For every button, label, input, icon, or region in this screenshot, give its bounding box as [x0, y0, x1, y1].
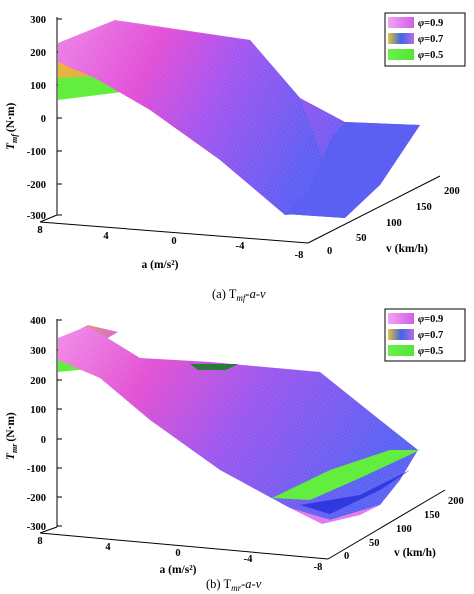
chart-b-axes	[39, 319, 446, 560]
chart-a-legend-item: φ=0.7	[418, 34, 443, 45]
chart-b-surface-band	[190, 364, 238, 370]
chart-b-legend: φ=0.9 φ=0.7 φ=0.5	[384, 308, 466, 362]
chart-a-atick: -4	[236, 241, 245, 252]
chart-a-legend-swatch-05	[388, 49, 414, 60]
chart-a-ztick: -200	[27, 180, 46, 191]
chart-b-vtick: 100	[396, 524, 412, 535]
chart-a-legend: φ=0.9 φ=0.7 φ=0.5	[384, 12, 466, 67]
chart-a-legend-swatch-09	[388, 17, 414, 28]
chart-a-ztick: -300	[27, 211, 46, 222]
chart-a-legend-swatch-07	[388, 33, 414, 44]
chart-a-ztick: 200	[30, 48, 46, 59]
chart-b-surface-phi05-tail	[272, 450, 420, 500]
chart-a: 300 200 100 0 -100 -200 -300 Tmf(N·m) 8 …	[5, 12, 466, 303]
chart-a-vtick: 150	[416, 202, 432, 213]
chart-b-aticks: 8 4 0 -4 -8	[37, 536, 322, 573]
chart-a-vtick: 0	[327, 246, 332, 257]
chart-b-ztick: -300	[27, 522, 46, 533]
chart-a-ztick: 100	[30, 81, 46, 92]
chart-b-surface-phi09-tail	[290, 505, 380, 524]
chart-b-ztick: 400	[30, 316, 46, 327]
chart-b-ztick: 200	[30, 376, 46, 387]
chart-a-ztick: -100	[27, 147, 46, 158]
chart-b-vtick: 50	[369, 538, 380, 549]
chart-a-caption: (a) Tmf-a-v	[212, 287, 266, 303]
chart-b-legend-swatch-07	[388, 329, 414, 340]
chart-a-vtick: 100	[386, 218, 402, 229]
chart-b-ztick: 100	[30, 405, 46, 416]
chart-a-axes	[39, 17, 441, 244]
chart-a-vticks: 0 50 100 150 200	[327, 186, 460, 257]
chart-a-ztick: 0	[41, 114, 46, 125]
chart-b-ztick: 300	[30, 346, 46, 357]
chart-a-zlabel: Tmf(N·m)	[5, 103, 19, 150]
chart-b-surface-phi07-tail	[300, 470, 410, 514]
chart-b-legend-swatch-05	[388, 345, 414, 356]
chart-a-atick: 8	[37, 225, 42, 236]
chart-b-ztick: -100	[27, 464, 46, 475]
chart-b-legend-item: φ=0.5	[418, 346, 443, 357]
chart-b-atick: 8	[37, 536, 42, 547]
chart-b-vtick: 0	[344, 551, 349, 562]
chart-a-vtick: 50	[356, 233, 367, 244]
chart-b-xlabel: a (m/s²)	[160, 564, 197, 576]
chart-b-ztick: -200	[27, 493, 46, 504]
chart-b: 400 300 200 100 0 -100 -200 -300 Tmr(N·m…	[5, 308, 466, 593]
chart-b-ylabel: v (km/h)	[394, 547, 436, 559]
chart-b-vtick: 200	[448, 496, 464, 507]
chart-a-surface-tail	[285, 122, 420, 218]
chart-b-caption: (b) Tmr-a-v	[206, 577, 262, 593]
chart-b-atick: 4	[105, 542, 111, 553]
chart-b-atick: -8	[314, 562, 323, 573]
chart-a-atick: -8	[295, 250, 304, 261]
chart-a-legend-item: φ=0.5	[418, 50, 443, 61]
chart-b-zlabel: Tmr(N·m)	[5, 412, 19, 460]
chart-a-atick: 4	[103, 231, 109, 242]
chart-a-ylabel: v (km/h)	[386, 243, 428, 255]
chart-b-ztick-labels: 400 300 200 100 0 -100 -200 -300	[27, 316, 46, 533]
chart-b-vtick: 150	[424, 510, 440, 521]
chart-a-xlabel: a (m/s²)	[142, 259, 179, 271]
chart-b-atick: 0	[175, 548, 180, 559]
chart-a-aticks: 8 4 0 -4 -8	[37, 225, 303, 261]
chart-a-ztick-labels: 300 200 100 0 -100 -200 -300	[27, 15, 46, 222]
chart-a-vtick: 200	[444, 186, 460, 197]
chart-b-legend-swatch-09	[388, 313, 414, 324]
chart-a-legend-item: φ=0.9	[418, 18, 443, 29]
chart-b-atick: -4	[244, 554, 253, 565]
chart-a-ztick: 300	[30, 15, 46, 26]
chart-b-vticks: 0 50 100 150 200	[344, 496, 464, 562]
chart-b-ztick: 0	[41, 435, 46, 446]
chart-b-legend-item: φ=0.9	[418, 314, 443, 325]
chart-a-atick: 0	[171, 236, 176, 247]
chart-b-surface-mesh	[58, 326, 418, 520]
chart-b-legend-item: φ=0.7	[418, 330, 443, 341]
